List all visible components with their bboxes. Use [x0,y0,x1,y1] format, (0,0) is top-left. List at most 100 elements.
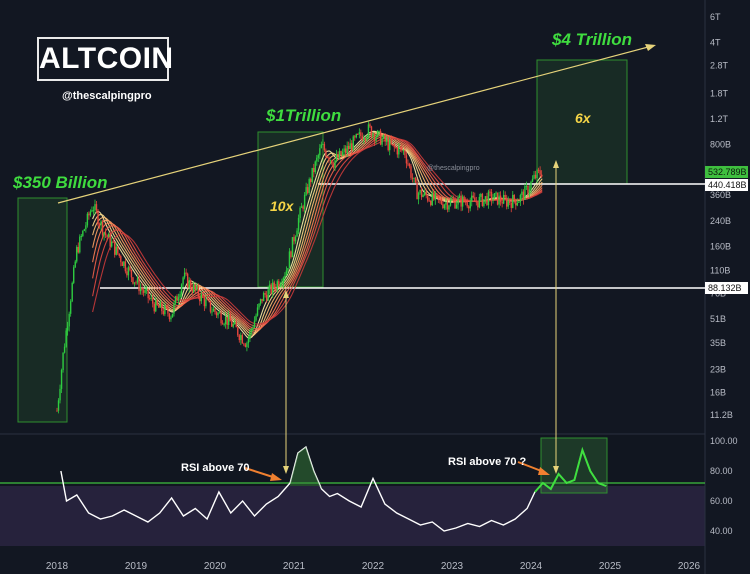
candle-body [135,282,137,284]
candle-body [509,200,511,204]
candle-body [185,272,187,274]
candle-body [302,206,304,209]
rsi-arrow-2024-head [538,467,550,475]
candle-body [145,288,148,290]
candle-body [433,192,435,200]
time-axis-tick: 2024 [520,561,543,572]
candle-body [129,267,131,270]
candle-body [200,294,203,302]
candle-body [208,299,210,302]
candle-body [60,370,63,389]
candle-body [410,166,412,178]
candle-body [265,294,268,301]
time-axis-tick: 2022 [362,561,385,572]
candle-body [76,246,78,262]
candle-body [107,233,110,238]
connector-2021-arrow-top [283,290,289,298]
candle-body [139,287,142,292]
time-axis-tick: 2026 [678,561,701,572]
candle-body [443,204,446,209]
candle-body [492,198,494,201]
candle-body [303,194,306,209]
candle-body [326,156,329,158]
price-axis-tick: 1.2T [710,114,729,124]
time-axis-tick: 2025 [599,561,622,572]
candle-body [477,202,479,208]
candle-body [346,145,348,154]
candle-body [297,217,300,231]
candle-body [341,151,344,156]
candle-body [153,303,155,312]
candle-body [486,196,488,205]
candle-body [461,196,464,207]
rsi-arrow-2021 [244,467,277,479]
candle-body [499,195,502,202]
candle-body [57,400,60,411]
candle-body [325,150,327,157]
price-axis-tick: 6T [710,12,721,22]
candle-body [437,194,440,199]
candle-body [85,225,87,230]
candle-body [156,300,158,305]
candle-body [478,196,481,208]
candle-body [158,304,160,308]
candle-body [197,286,199,297]
candle-body [402,150,405,152]
candle-body [250,329,253,331]
candle-body [392,144,394,146]
candle-body [420,189,423,198]
candle-body [390,139,392,145]
rsi-axis-tick: 80.00 [710,466,733,476]
candle-body [255,315,257,321]
candle-body [351,143,353,151]
candle-body [95,204,98,211]
candle-body [231,321,233,327]
candle-body [150,297,152,299]
candle-body [133,282,136,284]
candle-body [376,130,379,137]
candle-body [455,204,458,209]
candle-body [218,312,221,314]
candle-body [452,199,455,201]
price-panel-background [0,0,705,434]
candle-body [413,177,415,179]
candle-body [123,261,125,267]
highlight-box-2024 [536,59,628,185]
candle-body [329,160,332,162]
candle-body [252,327,254,330]
candle-body [411,177,414,179]
candle-body [83,229,86,231]
candle-body [516,202,519,206]
candle-body [344,148,347,154]
candle-body [319,148,321,156]
candle-body [288,251,291,269]
candle-body [106,234,108,238]
candle-body [425,191,427,196]
candle-body [422,194,424,198]
candle-body [223,324,225,326]
candle-body [531,178,534,182]
candle-body [480,193,482,197]
price-axis-tick: 360B [710,190,731,200]
time-axis-tick: 2019 [125,561,148,572]
candle-body [472,195,474,198]
price-label-current: 532.789B [708,167,747,177]
candle-body [396,147,399,155]
candle-body [405,155,408,164]
connector-2024-arrow-bottom [553,466,559,474]
candle-body [540,174,543,177]
candle-body [281,283,283,285]
candle-body [331,160,333,165]
candle-body [530,181,532,190]
candle-body [71,282,73,302]
candle-body [91,210,93,212]
candle-body [428,200,430,202]
candle-body [364,138,367,140]
candle-body [256,307,259,316]
candle-body [104,232,107,235]
candle-body [311,167,313,182]
candle-body [220,312,222,324]
candle-body [138,278,140,292]
price-axis-tick: 1.8T [710,88,729,98]
annotation-4-trillion: $4 Trillion [551,30,632,49]
